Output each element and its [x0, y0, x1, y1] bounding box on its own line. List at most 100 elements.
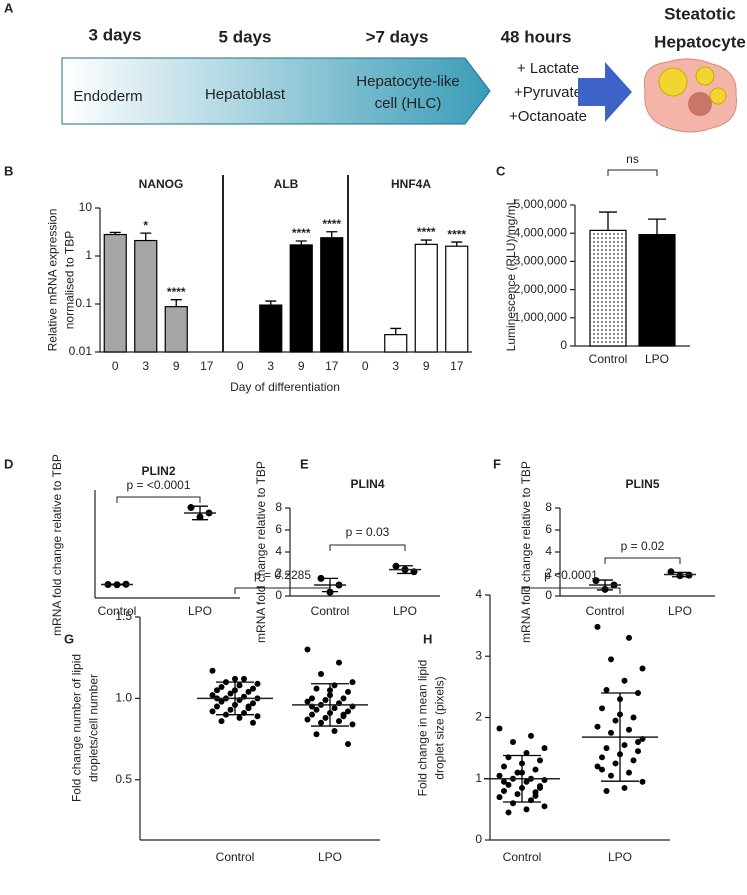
bar — [589, 229, 627, 347]
stage-label: Hepatoblast — [205, 86, 286, 103]
data-point — [626, 769, 632, 776]
data-point — [532, 792, 539, 799]
data-point — [594, 763, 601, 770]
data-point — [254, 680, 261, 687]
data-point — [313, 731, 320, 738]
data-point — [599, 766, 605, 773]
result-arrow — [578, 62, 632, 122]
result-label: Steatotic — [664, 4, 736, 23]
bar — [164, 306, 188, 353]
error-bar — [170, 299, 182, 307]
y-tick-label: 4,000,000 — [514, 225, 568, 239]
y-axis-label: Fold change number of lipid — [70, 654, 84, 802]
data-point — [608, 729, 614, 736]
data-point — [317, 574, 325, 582]
y-tick-label: 8 — [545, 500, 552, 514]
data-point — [304, 716, 311, 723]
data-point — [621, 742, 628, 749]
significance-bracket — [521, 587, 621, 594]
y-tick-label: 3 — [475, 648, 482, 662]
x-tick-label: LPO — [318, 850, 342, 864]
data-point — [331, 727, 338, 734]
error-bar — [326, 231, 338, 238]
significance-label: * — [143, 218, 148, 232]
significance-label: p <0.0001 — [544, 568, 598, 582]
data-point — [621, 677, 628, 684]
additive: +Pyruvate — [514, 84, 582, 101]
data-point — [505, 781, 512, 788]
data-point — [523, 778, 530, 785]
data-point — [250, 700, 256, 707]
x-tick-label: Control — [98, 604, 137, 618]
bar — [289, 244, 313, 353]
data-point — [626, 726, 632, 733]
x-tick-label: LPO — [608, 850, 632, 864]
y-tick-label: 0 — [545, 588, 552, 602]
data-point — [254, 713, 261, 720]
data-point — [236, 682, 243, 689]
significance-bracket — [234, 587, 331, 594]
data-point — [250, 719, 256, 726]
significance-label: p = <0.0001 — [126, 478, 190, 492]
x-tick-label: 17 — [325, 359, 339, 373]
y-axis-label: Relative mRNA expression — [46, 209, 60, 352]
data-point — [523, 750, 530, 757]
process-arrow — [61, 57, 491, 125]
y-axis-label: droplet size (pixels) — [433, 676, 447, 779]
error-bar — [420, 239, 432, 245]
y-tick-label: 10 — [79, 200, 93, 214]
data-point — [218, 698, 225, 705]
data-point — [608, 656, 614, 663]
x-tick-label: 0 — [362, 359, 369, 373]
data-point — [532, 766, 539, 773]
error-bar — [390, 327, 402, 335]
bar — [134, 239, 158, 353]
data-point — [592, 577, 600, 585]
data-point — [496, 794, 503, 801]
stage-label: cell (HLC) — [375, 95, 442, 112]
y-tick-label: 0.01 — [69, 344, 93, 358]
timeline-label: 48 hours — [501, 27, 572, 46]
data-point — [322, 697, 329, 704]
y-axis-label: mRNA fold change relative to TBP — [50, 454, 64, 636]
sd-bar — [311, 683, 349, 727]
data-point — [630, 714, 637, 721]
additive: +Octanoate — [509, 108, 587, 125]
panel-title: PLIN2 — [141, 464, 175, 478]
y-tick-label: 1 — [475, 771, 482, 785]
panel-letter: C — [496, 163, 506, 178]
x-axis-label: Day of differentiation — [230, 380, 340, 394]
data-point — [331, 705, 338, 712]
y-tick-label: 6 — [275, 522, 282, 536]
y-axis-label: droplets/cell number — [87, 674, 101, 782]
data-point — [209, 692, 216, 699]
timeline-label: 3 days — [89, 25, 142, 44]
panel-title: PLIN5 — [625, 477, 659, 491]
data-point — [635, 748, 641, 755]
significance-bracket — [116, 496, 201, 503]
y-tick-label: 0.1 — [75, 296, 92, 310]
panel-letter: A — [4, 0, 14, 15]
data-point — [349, 721, 356, 728]
x-tick-label: LPO — [188, 604, 212, 618]
data-point — [318, 719, 324, 726]
data-point — [241, 675, 247, 682]
y-tick-label: 2,000,000 — [514, 282, 568, 296]
data-point — [309, 711, 315, 718]
data-point — [214, 687, 220, 694]
significance-label: p = 0.02 — [621, 539, 665, 553]
sd-bar — [216, 681, 254, 716]
hepatocyte-icon — [643, 58, 737, 133]
y-tick-label: 0.5 — [115, 772, 132, 786]
x-tick-label: 3 — [392, 359, 399, 373]
data-point — [392, 562, 400, 570]
bar — [320, 237, 344, 353]
data-point — [514, 791, 521, 798]
data-point — [214, 703, 220, 710]
y-tick-label: 4 — [545, 544, 552, 558]
panel-title: PLIN4 — [350, 477, 384, 491]
sd-bar — [397, 565, 413, 575]
error-bar — [265, 300, 277, 306]
y-axis-label: normalised to TBP — [63, 231, 77, 330]
